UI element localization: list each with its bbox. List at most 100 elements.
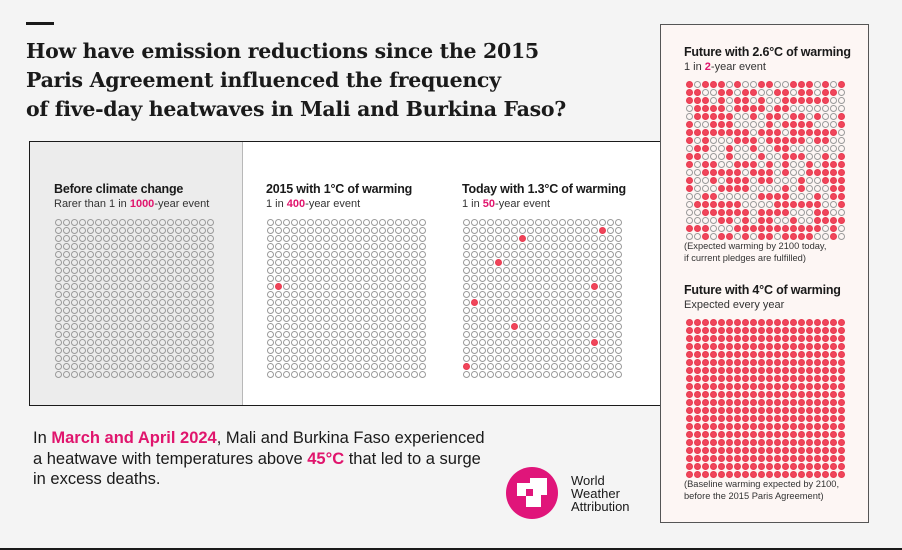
event-year-dot — [806, 359, 813, 366]
event-summary: In March and April 2024, Mali and Burkin… — [33, 428, 493, 490]
event-year-dot — [830, 89, 837, 96]
event-year-dot — [798, 455, 805, 462]
event-year-dot — [726, 351, 733, 358]
year-dot — [151, 267, 158, 274]
year-dot — [607, 251, 614, 258]
year-dot — [535, 259, 542, 266]
year-dot — [599, 219, 606, 226]
year-dot — [607, 291, 614, 298]
year-dot — [299, 371, 306, 378]
year-dot — [750, 121, 757, 128]
event-year-dot — [782, 161, 789, 168]
event-year-dot — [702, 359, 709, 366]
year-dot — [103, 339, 110, 346]
year-dot — [591, 347, 598, 354]
year-dot — [159, 235, 166, 242]
year-dot — [387, 363, 394, 370]
year-dot — [479, 363, 486, 370]
event-year-dot — [734, 431, 741, 438]
year-dot — [615, 323, 622, 330]
year-dot — [363, 243, 370, 250]
year-dot — [363, 259, 370, 266]
event-year-dot — [718, 407, 725, 414]
year-dot — [347, 355, 354, 362]
event-year-dot — [726, 319, 733, 326]
event-year-dot — [686, 129, 693, 136]
year-dot — [79, 363, 86, 370]
year-dot — [331, 355, 338, 362]
year-dot — [726, 97, 733, 104]
year-dot — [191, 363, 198, 370]
year-dot — [339, 243, 346, 250]
event-year-dot — [830, 407, 837, 414]
year-dot — [111, 323, 118, 330]
event-year-dot — [694, 113, 701, 120]
event-year-dot — [814, 439, 821, 446]
year-dot — [143, 291, 150, 298]
year-dot — [183, 331, 190, 338]
event-year-dot — [718, 463, 725, 470]
year-dot — [347, 259, 354, 266]
event-year-dot — [790, 447, 797, 454]
year-dot — [331, 339, 338, 346]
year-dot — [511, 307, 518, 314]
event-year-dot — [750, 351, 757, 358]
event-year-dot — [710, 463, 717, 470]
year-dot — [71, 267, 78, 274]
year-dot — [419, 331, 426, 338]
event-year-dot — [726, 89, 733, 96]
year-dot — [535, 315, 542, 322]
event-year-dot — [734, 97, 741, 104]
year-dot — [291, 243, 298, 250]
event-year-dot — [686, 343, 693, 350]
year-dot — [559, 339, 566, 346]
event-year-dot — [830, 423, 837, 430]
event-year-dot — [758, 335, 765, 342]
year-dot — [315, 291, 322, 298]
year-dot — [111, 307, 118, 314]
year-dot — [103, 267, 110, 274]
wwa-squares-logo-icon — [506, 467, 558, 519]
year-dot — [363, 291, 370, 298]
year-dot — [559, 227, 566, 234]
year-dot — [718, 137, 725, 144]
year-dot — [535, 363, 542, 370]
year-dot — [575, 291, 582, 298]
event-year-dot — [774, 201, 781, 208]
year-dot — [519, 331, 526, 338]
event-year-dot — [726, 129, 733, 136]
year-dot — [307, 243, 314, 250]
event-year-dot — [774, 105, 781, 112]
event-year-dot — [686, 153, 693, 160]
year-dot — [135, 363, 142, 370]
event-year-dot — [838, 193, 845, 200]
summary-text: , Mali and Burkina Faso experienced a he… — [33, 429, 485, 468]
year-dot — [419, 339, 426, 346]
event-year-dot — [782, 471, 789, 478]
year-dot — [63, 339, 70, 346]
event-year-dot — [718, 105, 725, 112]
event-year-dot — [766, 177, 773, 184]
year-dot — [527, 307, 534, 314]
year-dot — [710, 185, 717, 192]
year-dot — [567, 275, 574, 282]
event-year-dot — [766, 439, 773, 446]
year-dot — [111, 259, 118, 266]
year-dot — [559, 315, 566, 322]
event-year-dot — [766, 375, 773, 382]
year-dot — [103, 219, 110, 226]
event-year-dot — [758, 343, 765, 350]
year-dot — [63, 363, 70, 370]
year-dot — [519, 339, 526, 346]
year-dot — [283, 259, 290, 266]
event-year-dot — [782, 145, 789, 152]
year-dot — [299, 235, 306, 242]
year-dot — [207, 339, 214, 346]
year-dot — [503, 291, 510, 298]
year-dot — [543, 243, 550, 250]
event-year-dot — [806, 97, 813, 104]
event-year-dot — [806, 455, 813, 462]
event-year-dot — [758, 447, 765, 454]
year-dot — [111, 299, 118, 306]
year-dot — [411, 275, 418, 282]
